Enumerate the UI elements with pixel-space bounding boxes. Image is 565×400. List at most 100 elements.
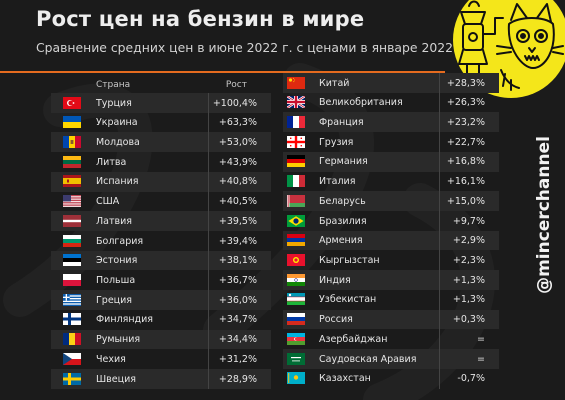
flag-se-icon: [63, 372, 81, 385]
column-divider: [208, 290, 209, 310]
table-row: Румыния +34,4%: [51, 329, 271, 350]
growth-value: =: [477, 333, 485, 345]
growth-value: +2,3%: [452, 254, 485, 266]
growth-value: +36,0%: [218, 294, 257, 306]
growth-value: =: [477, 353, 485, 365]
column-divider: [208, 132, 209, 153]
country-name: США: [96, 196, 120, 208]
growth-value: +16,1%: [446, 176, 485, 188]
table-row: Россия +0,3%: [283, 309, 499, 330]
table-row: Польша +36,7%: [51, 270, 271, 291]
table-row: Эстония +38,1%: [51, 250, 271, 271]
flag-ru-icon: [287, 313, 305, 326]
country-name: Эстония: [96, 255, 138, 267]
growth-value: +40,5%: [218, 196, 257, 208]
table-row: Казахстан -0,7%: [283, 368, 499, 389]
column-divider: [208, 329, 209, 350]
column-divider: [208, 211, 209, 232]
table-row: Узбекистан +1,3%: [283, 289, 499, 310]
country-name: Финляндия: [96, 314, 154, 326]
table-row: Германия +16,8%: [283, 151, 499, 172]
column-divider: [208, 250, 209, 271]
country-name: Индия: [319, 274, 351, 286]
table-row: Испания +40,8%: [51, 171, 271, 192]
country-name: Швеция: [96, 373, 136, 385]
header-growth: Рост: [225, 80, 247, 90]
column-divider: [439, 191, 440, 212]
table-row: Азербайджан =: [283, 329, 499, 350]
growth-value: +0,3%: [452, 314, 485, 326]
flag-az-icon: [287, 332, 305, 345]
column-divider: [439, 171, 440, 192]
header-country: Страна: [96, 80, 131, 90]
flag-pl-icon: [63, 273, 81, 286]
column-divider: [439, 329, 440, 350]
country-name: Испания: [96, 176, 139, 188]
growth-value: +15,0%: [446, 195, 485, 207]
flag-kg-icon: [287, 253, 305, 266]
growth-value: +39,5%: [218, 215, 257, 227]
country-name: Болгария: [96, 235, 144, 247]
flag-lt-icon: [63, 155, 81, 168]
flag-lv-icon: [63, 214, 81, 227]
growth-value: +34,7%: [218, 314, 257, 326]
flag-us-icon: [63, 195, 81, 208]
growth-value: +40,8%: [218, 176, 257, 188]
country-name: Литва: [96, 156, 127, 168]
table-row: Турция +100,4%: [51, 93, 271, 113]
table-row: Кыргызстан +2,3%: [283, 250, 499, 271]
country-name: Китай: [319, 77, 350, 89]
growth-value: +39,4%: [218, 235, 257, 247]
column-divider: [208, 309, 209, 330]
column-divider: [439, 211, 440, 231]
flag-tr-icon: [63, 96, 81, 109]
country-name: Кыргызстан: [319, 254, 380, 266]
country-name: Франция: [319, 116, 364, 128]
table-row: Бразилия +9,7%: [283, 211, 499, 231]
flag-kz-icon: [287, 372, 305, 385]
country-name: Греция: [96, 294, 133, 306]
table-body: Турция +100,4% Украина +63,3% Молдова +53,0% Л…: [51, 93, 271, 389]
column-divider: [208, 93, 209, 113]
flag-de-icon: [287, 155, 305, 168]
country-name: Украина: [96, 117, 138, 129]
flag-br-icon: [287, 214, 305, 227]
country-name: Латвия: [96, 215, 132, 227]
growth-value: +43,9%: [218, 156, 257, 168]
flag-ua-icon: [63, 116, 81, 129]
table-row: Армения +2,9%: [283, 230, 499, 251]
table-left: Страна Рост Турция +100,4% Украина +63,3% Мо…: [51, 73, 271, 389]
column-divider: [439, 270, 440, 290]
table-right: Китай +28,3% Великобритания +26,3% Франция +2…: [283, 73, 499, 389]
table-row: Латвия +39,5%: [51, 211, 271, 232]
flag-it-icon: [287, 175, 305, 188]
table-row: Чехия +31,2%: [51, 349, 271, 370]
table-body: Китай +28,3% Великобритания +26,3% Франция +2…: [283, 73, 499, 389]
column-divider: [439, 250, 440, 271]
country-name: Узбекистан: [319, 294, 377, 306]
country-name: Казахстан: [319, 373, 371, 385]
flag-es-icon: [63, 175, 81, 188]
flag-ro-icon: [63, 333, 81, 346]
column-divider: [439, 289, 440, 310]
table-row: Финляндия +34,7%: [51, 309, 271, 330]
column-divider: [439, 73, 440, 93]
column-divider: [208, 112, 209, 133]
country-name: Беларусь: [319, 195, 366, 207]
flag-gb-icon: [287, 96, 305, 109]
table-row: Греция +36,0%: [51, 290, 271, 310]
country-name: Великобритания: [319, 97, 403, 109]
growth-value: +9,7%: [452, 215, 485, 227]
column-divider: [208, 270, 209, 291]
column-divider: [439, 230, 440, 251]
column-divider: [208, 349, 209, 370]
page-title: Рост цен на бензин в мире: [36, 7, 365, 31]
flag-cz-icon: [63, 352, 81, 365]
table-row: Украина +63,3%: [51, 112, 271, 133]
growth-value: +1,3%: [452, 294, 485, 306]
table-row: Китай +28,3%: [283, 73, 499, 93]
flag-ee-icon: [63, 254, 81, 267]
column-divider: [208, 231, 209, 251]
table-row: Литва +43,9%: [51, 152, 271, 172]
table-row: Франция +23,2%: [283, 112, 499, 133]
